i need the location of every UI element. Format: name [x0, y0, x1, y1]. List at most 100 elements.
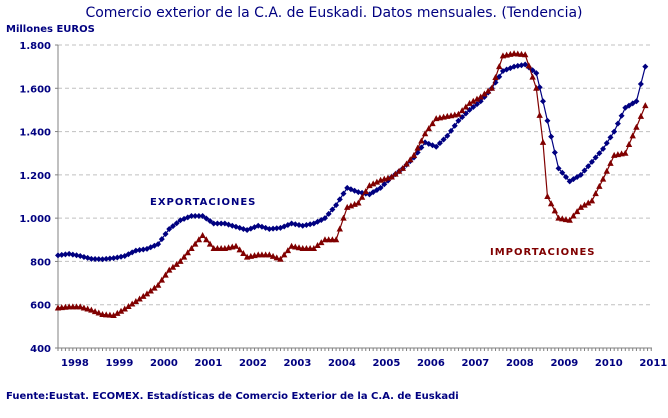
- diamond-marker: [603, 140, 610, 147]
- triangle-marker: [373, 178, 381, 185]
- diamond-marker: [210, 220, 217, 227]
- triangle-marker: [629, 132, 636, 139]
- diamond-marker: [325, 210, 332, 217]
- triangle-marker: [622, 149, 629, 156]
- diamond-marker: [436, 140, 443, 147]
- triangle-marker: [169, 263, 177, 270]
- triangle-marker: [110, 312, 117, 319]
- triangle-marker: [366, 182, 373, 189]
- diamond-marker: [158, 236, 165, 243]
- diamond-marker: [69, 251, 76, 258]
- triangle-marker: [410, 151, 418, 158]
- triangle-marker: [562, 216, 570, 223]
- triangle-marker: [414, 144, 421, 151]
- triangle-marker: [637, 112, 645, 119]
- diamond-marker: [596, 150, 603, 157]
- diamond-marker: [533, 70, 540, 77]
- imports-line: [57, 53, 646, 317]
- triangle-marker: [318, 239, 325, 246]
- diamond-marker: [106, 255, 113, 262]
- triangle-marker: [77, 303, 84, 310]
- triangle-marker: [585, 199, 592, 206]
- diamond-marker: [577, 171, 584, 178]
- triangle-marker: [555, 214, 562, 221]
- y-tick-label: 1.800: [19, 41, 51, 52]
- triangle-marker: [336, 225, 343, 232]
- diamond-marker: [173, 220, 180, 227]
- diamond-marker: [588, 158, 595, 165]
- triangle-marker: [280, 251, 288, 258]
- triangle-marker: [544, 193, 551, 199]
- triangle-marker: [173, 260, 180, 267]
- triangle-marker: [140, 292, 147, 299]
- triangle-marker: [151, 284, 158, 291]
- diamond-marker: [559, 169, 566, 176]
- y-tick-label: 600: [30, 301, 51, 312]
- triangle-marker: [633, 123, 640, 130]
- y-tick-label: 400: [30, 344, 51, 355]
- triangle-marker: [195, 236, 203, 243]
- triangle-marker: [266, 251, 273, 258]
- triangle-marker: [203, 236, 210, 243]
- triangle-marker: [392, 170, 399, 177]
- diamond-marker: [551, 149, 558, 156]
- triangle-marker: [177, 257, 184, 264]
- triangle-marker: [603, 167, 610, 174]
- triangle-marker: [232, 242, 240, 249]
- diamond-marker: [592, 154, 599, 161]
- triangle-marker: [188, 244, 195, 251]
- triangle-marker: [128, 300, 136, 307]
- triangle-marker: [369, 180, 377, 187]
- diamond-marker: [155, 241, 162, 248]
- triangle-marker: [166, 266, 173, 273]
- triangle-marker: [206, 240, 214, 247]
- triangle-marker: [477, 93, 484, 100]
- diamond-marker: [95, 256, 102, 263]
- triangle-marker: [607, 159, 614, 166]
- diamond-marker: [162, 231, 169, 238]
- triangle-marker: [573, 208, 581, 215]
- y-tick-label: 800: [30, 257, 51, 268]
- x-tick-label: 2000: [150, 358, 178, 369]
- x-tick-label: 2003: [283, 358, 311, 369]
- triangle-marker: [492, 73, 499, 80]
- triangle-marker: [184, 249, 191, 256]
- triangle-marker: [473, 95, 481, 102]
- diamond-marker: [555, 165, 562, 172]
- x-tick-label: 2002: [239, 358, 267, 369]
- triangle-marker: [425, 125, 432, 132]
- diamond-marker: [642, 63, 649, 70]
- triangle-marker: [488, 84, 496, 91]
- diamond-marker: [99, 256, 106, 263]
- diamond-marker: [140, 246, 147, 253]
- x-tick-label: 1998: [61, 358, 89, 369]
- triangle-marker: [121, 305, 128, 312]
- diamond-marker: [266, 225, 273, 232]
- diamond-marker: [321, 215, 328, 222]
- x-tick-label: 2007: [461, 358, 489, 369]
- triangle-marker: [458, 107, 466, 114]
- x-tick-label: 2006: [417, 358, 445, 369]
- triangle-marker: [551, 207, 559, 214]
- triangle-marker: [529, 73, 536, 80]
- triangle-marker: [340, 214, 347, 221]
- triangle-marker: [399, 164, 407, 171]
- diamond-marker: [433, 143, 440, 150]
- diamond-marker: [440, 136, 447, 143]
- diamond-marker: [270, 225, 277, 232]
- triangle-marker: [132, 297, 140, 304]
- diamond-marker: [214, 220, 221, 227]
- triangle-marker: [358, 193, 366, 200]
- diamond-marker: [58, 251, 65, 258]
- triangle-marker: [332, 236, 340, 243]
- diamond-marker: [514, 62, 521, 69]
- diamond-marker: [110, 255, 117, 262]
- triangle-marker: [481, 90, 488, 97]
- x-tick-label: 2005: [372, 358, 400, 369]
- diamond-marker: [451, 122, 458, 129]
- imports-series-label: IMPORTACIONES: [490, 247, 596, 258]
- diamond-marker: [132, 247, 139, 254]
- diamond-marker: [611, 128, 618, 135]
- diamond-marker: [188, 212, 195, 219]
